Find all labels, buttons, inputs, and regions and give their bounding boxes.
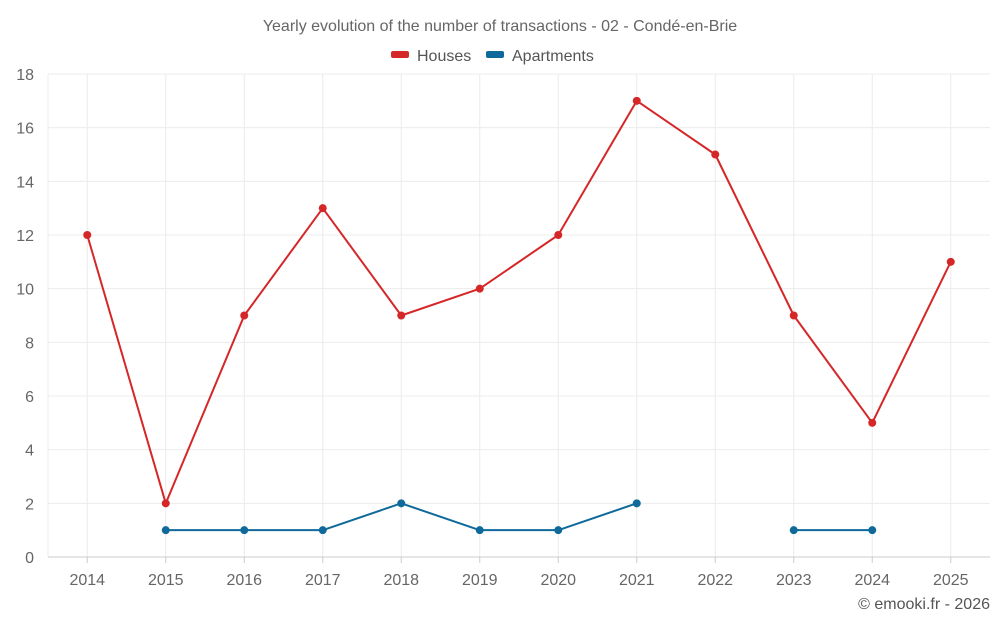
y-tick-label: 14 — [16, 174, 34, 191]
legend: Houses Apartments — [391, 48, 594, 65]
legend-label-houses: Houses — [417, 48, 471, 65]
data-point-houses-2025[interactable] — [946, 257, 955, 266]
data-point-apartments-2024[interactable] — [868, 526, 877, 535]
series-layer — [83, 96, 955, 535]
x-tick-label: 2023 — [776, 572, 812, 589]
data-point-apartments-2020[interactable] — [554, 526, 563, 535]
data-point-houses-2023[interactable] — [789, 311, 798, 320]
y-tick-label: 6 — [25, 389, 34, 406]
data-point-apartments-2015[interactable] — [161, 526, 170, 535]
data-point-houses-2016[interactable] — [240, 311, 249, 320]
data-point-apartments-2023[interactable] — [789, 526, 798, 535]
x-tick-label: 2015 — [148, 572, 184, 589]
y-tick-label: 10 — [16, 282, 34, 299]
x-tick-label: 2022 — [697, 572, 733, 589]
data-point-apartments-2019[interactable] — [475, 526, 484, 535]
legend-item-houses[interactable]: Houses — [391, 48, 471, 65]
credit-text: © emooki.fr - 2026 — [858, 596, 990, 613]
x-tick-label: 2018 — [383, 572, 419, 589]
data-point-apartments-2018[interactable] — [397, 499, 406, 508]
legend-item-apartments[interactable]: Apartments — [486, 48, 594, 65]
x-tick-label: 2021 — [619, 572, 655, 589]
data-point-houses-2024[interactable] — [868, 418, 877, 427]
x-tick-label: 2020 — [540, 572, 576, 589]
data-point-houses-2020[interactable] — [554, 231, 563, 239]
x-tick-label: 2016 — [226, 572, 262, 589]
chart-title: Yearly evolution of the number of transa… — [263, 18, 737, 35]
x-tick-label: 2025 — [933, 572, 969, 589]
y-tick-label: 12 — [16, 228, 34, 245]
data-point-apartments-2021[interactable] — [632, 499, 641, 508]
data-point-houses-2021[interactable] — [632, 96, 641, 105]
y-tick-label: 4 — [25, 443, 34, 460]
y-tick-label: 18 — [16, 67, 34, 84]
data-point-houses-2014[interactable] — [83, 231, 92, 239]
legend-swatch-houses — [391, 51, 409, 58]
y-tick-label: 8 — [25, 335, 34, 352]
y-tick-label: 0 — [25, 550, 34, 567]
x-tick-label: 2024 — [854, 572, 890, 589]
data-point-houses-2017[interactable] — [318, 204, 327, 213]
data-point-apartments-2016[interactable] — [240, 526, 249, 535]
legend-swatch-apartments — [486, 51, 504, 58]
x-tick-label: 2019 — [462, 572, 498, 589]
y-tick-label: 2 — [25, 496, 34, 513]
grid — [47, 73, 990, 557]
y-tick-label: 16 — [16, 121, 34, 138]
legend-label-apartments: Apartments — [512, 48, 594, 65]
data-point-houses-2015[interactable] — [161, 499, 170, 508]
data-point-houses-2022[interactable] — [711, 150, 720, 159]
x-tick-label: 2014 — [69, 572, 105, 589]
data-point-houses-2018[interactable] — [397, 311, 406, 320]
data-point-apartments-2017[interactable] — [318, 526, 327, 535]
series-line-houses — [86, 99, 952, 505]
data-point-houses-2019[interactable] — [475, 284, 484, 293]
x-tick-label: 2017 — [305, 572, 341, 589]
axes: 0 2 4 6 8 10 12 14 16 18 2014 2015 2016 2017 2018 2019 2… — [16, 67, 990, 589]
